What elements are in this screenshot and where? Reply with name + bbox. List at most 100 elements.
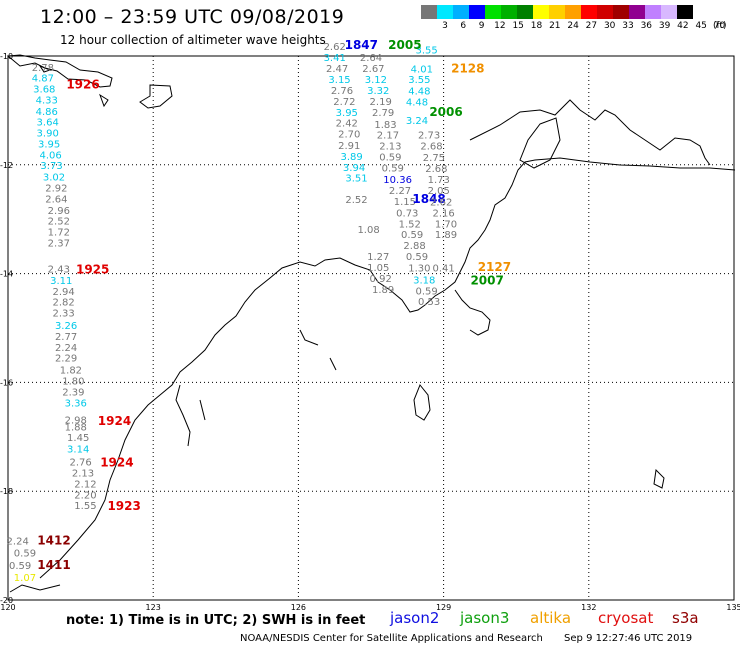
wave-height-value: 1.73 — [428, 175, 450, 186]
wave-height-value: 3.55 — [408, 75, 430, 86]
wave-height-value: 1.83 — [374, 120, 396, 131]
wave-height-value: 3.73 — [40, 161, 62, 172]
track-jason3-2006: 3.242.732.682.752.681.732.052.622.161.70… — [406, 105, 463, 241]
footer-credit: NOAA/NESDIS Center for Satellite Applica… — [240, 633, 692, 644]
wave-height-value: 2.13 — [72, 469, 94, 480]
scale-swatch — [421, 5, 437, 19]
wave-height-value: 2.37 — [48, 238, 70, 249]
wave-height-value: 2.24 — [55, 343, 77, 354]
wave-height-value: 4.48 — [408, 87, 430, 98]
wave-height-value: 4.48 — [406, 98, 428, 109]
coastline-timor — [469, 99, 711, 169]
wave-height-value: 2.96 — [48, 206, 70, 217]
pass-label: 1412 — [37, 534, 70, 548]
wave-height-value: 2.64 — [360, 53, 382, 64]
wave-height-value: 2.64 — [45, 194, 67, 205]
lat-label: -10 — [0, 52, 13, 61]
satellite-tracks: 2.784.873.684.334.863.643.903.954.063.73… — [7, 38, 512, 584]
wave-height-value: 2.67 — [362, 64, 384, 75]
scale-swatch — [581, 5, 597, 19]
wave-height-value: 2.12 — [74, 479, 96, 490]
wave-height-value: 2.29 — [55, 354, 77, 365]
wave-height-value: 2.68 — [425, 164, 447, 175]
wave-height-value: 3.95 — [336, 108, 358, 119]
wave-height-value: 3.36 — [65, 398, 87, 409]
pass-label: 1924 — [98, 414, 131, 428]
wave-height-value: 1.05 — [367, 263, 389, 274]
scale-tick-label: 9 — [478, 21, 485, 31]
scale-tick-label: 3 — [442, 21, 448, 31]
wave-height-value: 2.77 — [55, 332, 77, 343]
scale-tick-label: 27 — [585, 21, 598, 31]
wave-height-value: 2.88 — [403, 241, 425, 252]
wave-height-value: 3.24 — [406, 116, 428, 127]
scale-swatch — [549, 5, 565, 19]
wave-height-value: 0.59 — [416, 286, 438, 297]
wave-height-value: 2.17 — [377, 131, 399, 142]
scale-tick-label: 21 — [549, 21, 561, 31]
wave-height-value: 2.94 — [53, 287, 75, 298]
wave-height-value: 4.86 — [36, 107, 58, 118]
scale-tick-label: 15 — [512, 21, 524, 31]
color-scale-swatches — [421, 5, 731, 19]
wave-height-value: 3.02 — [43, 173, 65, 184]
track-jason2-1848: 2.642.673.123.322.192.791.832.172.130.59… — [345, 53, 445, 308]
wave-height-value: 2.16 — [432, 208, 454, 219]
wave-height-value: 3.89 — [341, 152, 363, 163]
track-cryosat-1923: 1923 — [107, 499, 140, 513]
credit-text: NOAA/NESDIS Center for Satellite Applica… — [240, 633, 543, 644]
track-cryosat-1926: 2.784.873.684.334.863.643.903.954.063.73… — [32, 63, 100, 249]
wave-height-value: 2.52 — [48, 217, 70, 228]
scale-tick-label: 42 — [677, 21, 689, 31]
wave-height-value: 2.72 — [333, 97, 355, 108]
wave-height-value: 0.41 — [432, 263, 454, 274]
wave-height-value: 0.53 — [418, 297, 440, 308]
map-frame — [7, 55, 735, 601]
scale-swatch — [645, 5, 661, 19]
lat-label: -12 — [0, 161, 13, 170]
pass-label: 2127 — [478, 260, 511, 274]
coastline-kimberley — [39, 157, 736, 579]
scale-tick-label: 36 — [640, 21, 653, 31]
wave-height-value: 2.73 — [418, 131, 440, 142]
wave-height-value: 2.47 — [326, 64, 348, 75]
track-jason2-1847: 2.623.412.473.152.762.723.952.422.702.91… — [324, 38, 378, 185]
scale-swatch — [485, 5, 501, 19]
lat-label: -14 — [0, 270, 13, 279]
wave-height-value: 2.98 — [65, 416, 87, 427]
wave-height-value: 1.08 — [357, 225, 379, 236]
wave-height-value: 3.51 — [345, 174, 367, 185]
timestamp: Sep 9 12:27:46 UTC 2019 — [564, 633, 693, 644]
lon-label: 123 — [146, 603, 161, 612]
lon-label: 129 — [436, 603, 451, 612]
wave-height-value: 2.70 — [338, 130, 360, 141]
scale-tick-label: 33 — [622, 21, 634, 31]
lon-label: 126 — [291, 603, 306, 612]
wave-height-value: 2.43 — [48, 265, 70, 276]
wave-height-value: 3.26 — [55, 321, 77, 332]
wave-height-value: 4.01 — [411, 64, 433, 75]
wave-height-value: 2.76 — [331, 86, 353, 97]
wave-height-value: 3.90 — [37, 129, 59, 140]
coastline-islands — [38, 64, 173, 109]
track-cryosat-1924b: 2.762.132.122.201.55 1924 — [69, 456, 133, 512]
wave-height-value: 3.15 — [328, 75, 350, 86]
scale-swatch — [597, 5, 613, 19]
lon-label: 120 — [0, 603, 15, 612]
wave-height-value: 1.89 — [435, 230, 457, 241]
wave-height-value: 2.33 — [53, 309, 75, 320]
scale-swatch — [453, 5, 469, 19]
color-scale-unit: (ft) — [713, 21, 727, 31]
wave-height-value: 0.73 — [396, 208, 418, 219]
color-scale: 3 6 9 12 15 18 21 24 27 30 33 36 39 42 45 70 (ft) — [421, 5, 731, 33]
coastline — [6, 54, 736, 593]
wave-height-value: 1.89 — [372, 285, 394, 296]
wave-height-value: 1.72 — [48, 228, 70, 239]
wave-height-value: 3.14 — [67, 445, 89, 456]
wave-height-value: 3.68 — [33, 84, 55, 95]
wave-height-value: 2.39 — [62, 387, 84, 398]
wave-height-value: 2.19 — [370, 97, 392, 108]
